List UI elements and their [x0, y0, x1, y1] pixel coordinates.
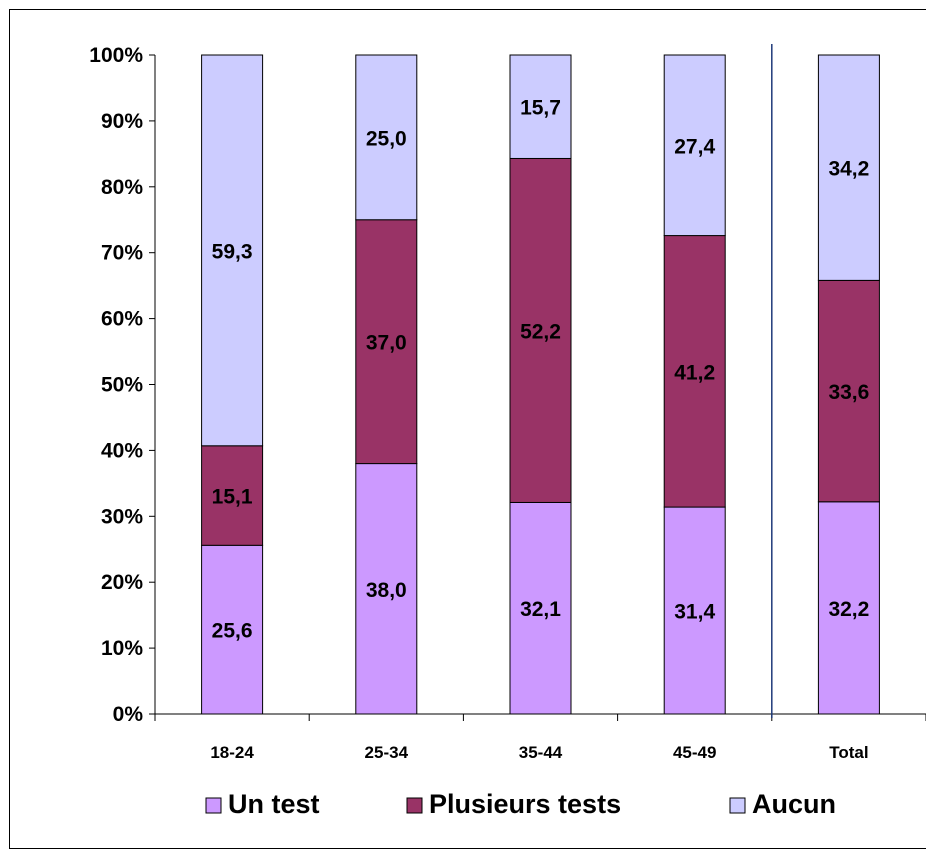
bar-aucun	[817, 54, 880, 281]
bar-plusieurs-tests	[509, 157, 572, 503]
y-tick-label: 70%	[101, 242, 143, 265]
bar-aucun	[355, 54, 418, 221]
y-tick-label: 80%	[101, 176, 143, 199]
legend-swatch-plusieurs-tests	[406, 797, 423, 814]
data-label: 38,0	[366, 579, 407, 602]
data-label: 33,6	[828, 381, 869, 404]
y-tick-label: 100%	[89, 44, 143, 67]
y-tick-label: 0%	[113, 703, 144, 726]
y-tick-label: 90%	[101, 110, 143, 133]
data-label: 37,0	[366, 332, 407, 355]
data-label: 15,7	[520, 97, 561, 120]
data-label: 59,3	[212, 240, 253, 263]
y-tick-label: 10%	[101, 637, 143, 660]
legend-label-un-test: Un test	[228, 789, 320, 819]
bar-aucun	[201, 54, 264, 447]
data-label: 25,6	[212, 620, 253, 643]
data-label: 15,1	[212, 486, 253, 509]
legend-label-aucun: Aucun	[752, 789, 836, 819]
x-tick-label: 35-44	[519, 743, 563, 762]
bar-un-test	[817, 501, 880, 715]
legend-swatch-aucun	[729, 797, 746, 814]
bar-plusieurs-tests	[663, 235, 726, 508]
bar-un-test	[201, 544, 264, 715]
legend-label-plusieurs-tests: Plusieurs tests	[429, 789, 621, 819]
bar-un-test	[663, 506, 726, 715]
data-label: 31,4	[674, 601, 715, 624]
bar-un-test	[355, 463, 418, 715]
x-tick-label: 45-49	[673, 743, 716, 762]
data-label: 27,4	[674, 135, 715, 158]
legend-swatch-un-test	[205, 797, 222, 814]
x-tick-label: Total	[829, 743, 868, 762]
bar-aucun	[663, 54, 726, 237]
data-label: 32,2	[828, 598, 869, 621]
y-tick-label: 40%	[101, 439, 143, 462]
x-tick-label: 25-34	[365, 743, 409, 762]
data-label: 34,2	[828, 158, 869, 181]
data-label: 25,0	[366, 127, 407, 150]
bar-plusieurs-tests	[355, 219, 418, 465]
y-tick-label: 60%	[101, 308, 143, 331]
bar-un-test	[509, 501, 572, 715]
data-label: 32,1	[520, 598, 561, 621]
bar-plusieurs-tests	[201, 445, 264, 546]
bar-aucun	[509, 54, 572, 159]
y-tick-label: 20%	[101, 571, 143, 594]
data-label: 52,2	[520, 320, 561, 343]
y-tick-label: 50%	[101, 374, 143, 397]
y-tick-label: 30%	[101, 505, 143, 528]
data-label: 41,2	[674, 361, 715, 384]
bar-plusieurs-tests	[817, 279, 880, 503]
x-tick-label: 18-24	[210, 743, 254, 762]
